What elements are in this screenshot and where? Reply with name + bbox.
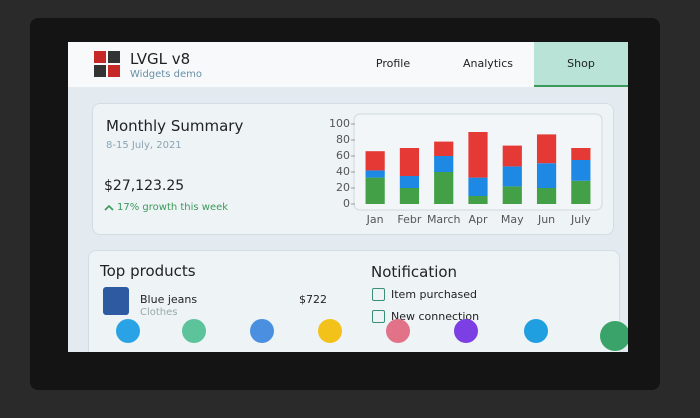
bar-segment: [468, 196, 488, 204]
summary-title: Monthly Summary: [106, 117, 244, 135]
products-title: Top products: [100, 262, 196, 280]
product-category: Clothes: [140, 307, 178, 318]
bar-segment: [468, 177, 488, 196]
bar-segment: [365, 177, 385, 204]
color-button[interactable]: [250, 319, 274, 343]
product-name: Blue jeans: [140, 293, 198, 306]
checkbox[interactable]: [372, 288, 385, 301]
y-tick-label: 40: [336, 165, 350, 178]
summary-date: 8-15 July, 2021: [106, 140, 182, 151]
y-tick-label: 0: [343, 197, 350, 210]
color-button[interactable]: [454, 319, 478, 343]
bar-segment: [502, 145, 522, 167]
color-button[interactable]: [524, 319, 548, 343]
y-tick-label: 60: [336, 149, 350, 162]
summary-growth: 17% growth this week: [117, 202, 229, 213]
logo: [94, 51, 120, 77]
checkbox[interactable]: [372, 310, 385, 323]
bar-segment: [468, 132, 488, 178]
y-tick-label: 80: [336, 133, 350, 146]
bar-segment: [536, 188, 557, 204]
x-tick-label: May: [501, 213, 524, 226]
bar-segment: [502, 166, 522, 187]
bar-segment: [434, 172, 454, 204]
bar-segment: [502, 186, 522, 204]
y-tick-label: 20: [336, 181, 350, 194]
tab-active[interactable]: Shop: [534, 42, 628, 87]
notification-item: New connection: [391, 310, 480, 323]
app-title: LVGL v8: [130, 50, 191, 68]
bar-segment: [399, 188, 420, 204]
notification-title: Notification: [371, 263, 458, 281]
bar-segment: [434, 141, 454, 156]
bar-segment: [365, 170, 385, 178]
tab[interactable]: Analytics: [463, 57, 513, 70]
app-subtitle: Widgets demo: [130, 69, 202, 80]
bar-segment: [571, 148, 591, 160]
bar-segment: [571, 160, 591, 181]
summary-amount: $27,123.25: [104, 178, 185, 194]
bar-segment: [571, 180, 591, 204]
theme-button[interactable]: [600, 321, 628, 351]
product-price: $722: [299, 293, 327, 306]
x-tick-label: Jan: [366, 213, 384, 226]
bar-segment: [399, 176, 420, 188]
x-tick-label: July: [570, 213, 591, 226]
bar-segment: [434, 156, 454, 172]
color-button[interactable]: [116, 319, 140, 343]
chart: 0 20 40 60 80 100 Jan Febr March Apr May Jun July: [329, 113, 603, 226]
bar-segment: [536, 163, 557, 188]
notification-item: Item purchased: [391, 288, 478, 301]
color-button[interactable]: [182, 319, 206, 343]
y-tick-label: 100: [329, 117, 350, 130]
growth-icon: [104, 204, 114, 211]
bar-segment: [536, 134, 557, 164]
x-tick-label: Jun: [537, 213, 555, 226]
product-image: [103, 287, 129, 315]
x-tick-label: Apr: [468, 213, 488, 226]
bar-segment: [399, 148, 420, 176]
header: LVGL v8 Widgets demo Profile Analytics S…: [68, 42, 628, 87]
color-button[interactable]: [386, 319, 410, 343]
bar-segment: [365, 151, 385, 171]
x-tick-label: Febr: [397, 213, 421, 226]
screen: LVGL v8 Widgets demo Profile Analytics S…: [68, 42, 628, 352]
x-tick-label: March: [427, 213, 461, 226]
color-button[interactable]: [318, 319, 342, 343]
tab[interactable]: Profile: [375, 57, 411, 70]
